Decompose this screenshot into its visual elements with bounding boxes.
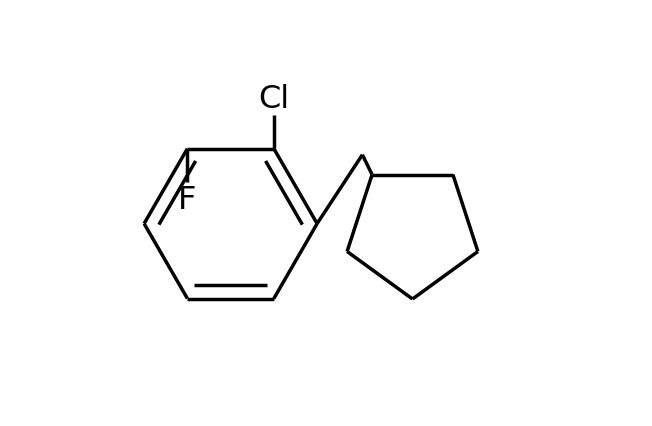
Text: Cl: Cl (258, 83, 289, 114)
Text: F: F (178, 184, 196, 215)
